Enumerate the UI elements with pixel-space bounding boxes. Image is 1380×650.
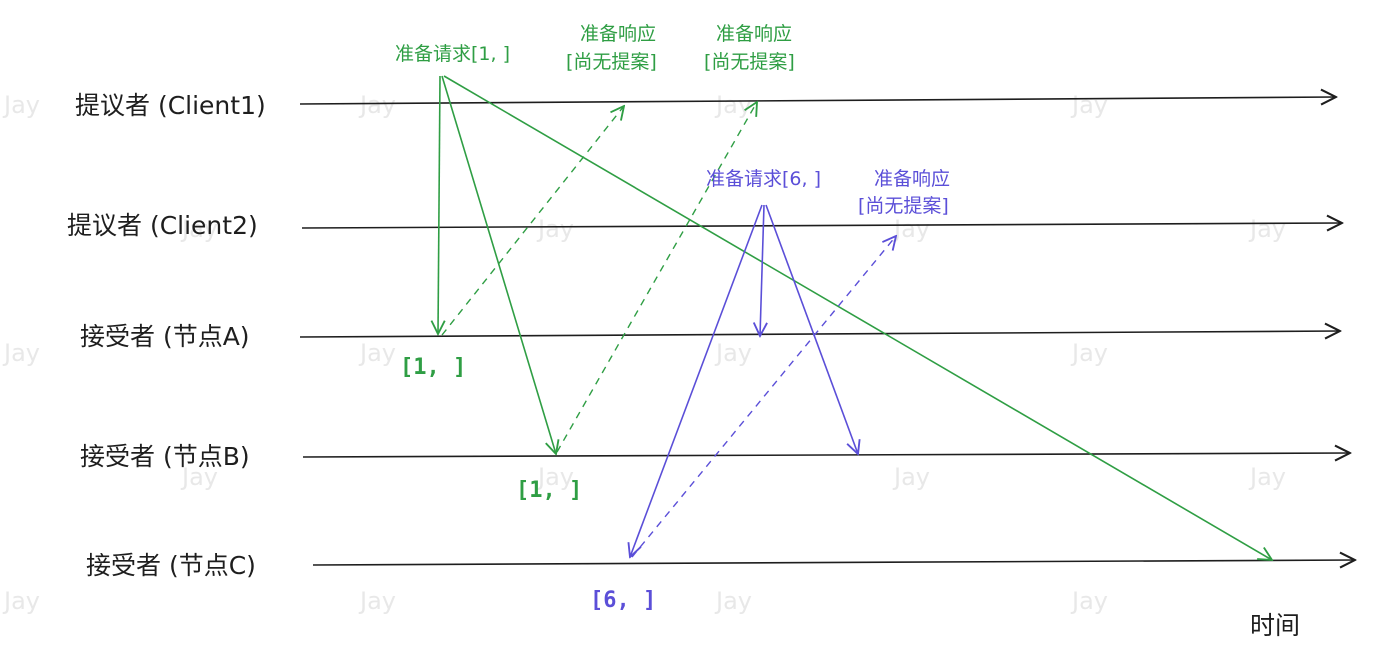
green-response-2-body: [尚无提案] — [704, 51, 795, 73]
purple-prepare-messages — [630, 204, 896, 558]
watermark: Jay — [1248, 215, 1286, 243]
watermark: Jay — [892, 463, 930, 491]
watermark: Jay — [180, 463, 218, 491]
green-prepare-messages — [438, 75, 1272, 560]
timeline-label-node-a: 接受者 (节点A) — [80, 322, 250, 351]
watermark-group: Jay Jay Jay Jay Jay Jay Jay Jay Jay Jay … — [2, 91, 1286, 615]
node-b-value-label: [1, ] — [516, 478, 582, 503]
timeline-node-c — [312, 560, 1355, 565]
timeline-node-b — [302, 453, 1350, 457]
watermark: Jay — [892, 215, 930, 243]
green-prepare-arrow-to-c — [443, 75, 1272, 560]
green-prepare-request-label: 准备请求[1, ] — [395, 43, 510, 65]
watermark: Jay — [714, 587, 752, 615]
green-response-1-title: 准备响应 — [580, 23, 656, 45]
purple-prepare-request-label: 准备请求[6, ] — [706, 168, 821, 190]
watermark: Jay — [2, 339, 40, 367]
watermark: Jay — [2, 91, 40, 119]
watermark: Jay — [714, 91, 752, 119]
green-response-2-title: 准备响应 — [716, 23, 792, 45]
watermark: Jay — [1070, 91, 1108, 119]
purple-response-title: 准备响应 — [874, 168, 950, 190]
green-response-arrow-from-a — [441, 106, 624, 336]
green-prepare-arrow-to-b — [441, 75, 556, 454]
watermark: Jay — [1070, 587, 1108, 615]
watermark: Jay — [714, 339, 752, 367]
timeline-label-client1: 提议者 (Client1) — [75, 91, 266, 120]
node-c-value-label: [6, ] — [590, 588, 656, 613]
timeline-client1 — [299, 97, 1336, 104]
watermark: Jay — [1248, 463, 1286, 491]
watermark: Jay — [358, 91, 396, 119]
watermark: Jay — [358, 587, 396, 615]
purple-prepare-arrow-to-c — [630, 204, 763, 557]
green-response-arrow-from-b — [556, 102, 757, 453]
purple-prepare-arrow-to-b — [765, 204, 858, 454]
watermark: Jay — [180, 215, 218, 243]
timeline-label-node-c: 接受者 (节点C) — [86, 551, 256, 580]
time-axis-label: 时间 — [1250, 611, 1300, 640]
watermark: Jay — [536, 215, 574, 243]
purple-response-body: [尚无提案] — [858, 195, 949, 217]
watermark: Jay — [2, 587, 40, 615]
timeline-label-node-b: 接受者 (节点B) — [80, 442, 250, 471]
timeline-node-a — [299, 331, 1340, 337]
purple-prepare-arrow-to-a — [760, 204, 764, 336]
timeline-client2 — [301, 223, 1342, 228]
green-response-1-body: [尚无提案] — [566, 51, 657, 73]
timeline-label-client2: 提议者 (Client2) — [67, 211, 258, 240]
watermark: Jay — [1070, 339, 1108, 367]
green-prepare-arrow-to-a — [438, 75, 440, 334]
watermark: Jay — [358, 339, 396, 367]
watermark: Jay — [536, 463, 574, 491]
node-a-value-label: [1, ] — [400, 355, 466, 380]
purple-response-arrow-from-c — [631, 236, 896, 558]
